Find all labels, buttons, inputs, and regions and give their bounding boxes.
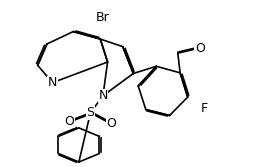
Text: S: S: [87, 106, 95, 119]
Text: O: O: [195, 42, 205, 55]
Text: N: N: [48, 76, 57, 89]
Text: F: F: [200, 102, 207, 115]
Text: Br: Br: [96, 11, 110, 24]
Text: N: N: [98, 89, 108, 102]
Text: O: O: [64, 115, 74, 128]
Text: O: O: [106, 117, 116, 130]
